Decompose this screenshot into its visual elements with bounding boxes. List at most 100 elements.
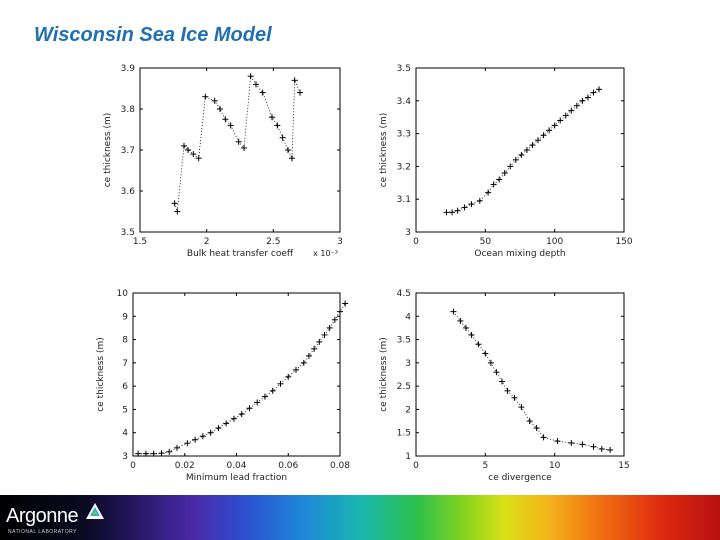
- data-point-plus: [202, 93, 209, 100]
- data-point-plus: [482, 350, 489, 357]
- slide-title: Wisconsin Sea Ice Model: [34, 24, 272, 46]
- plot-frame: [132, 292, 341, 457]
- data-point-plus: [557, 117, 564, 124]
- series-connector-line: [453, 311, 611, 451]
- data-point-plus: [468, 201, 475, 208]
- data-point-plus: [238, 411, 245, 418]
- data-point-plus: [277, 380, 284, 387]
- data-point-plus: [173, 444, 180, 451]
- data-point-plus: [485, 189, 492, 196]
- data-point-plus: [461, 204, 468, 211]
- data-point-plus: [493, 369, 500, 376]
- data-point-plus: [337, 308, 343, 315]
- data-point-plus: [579, 441, 586, 448]
- data-point-plus: [468, 331, 475, 338]
- data-point-plus: [321, 331, 328, 338]
- x-axis-label: Bulk heat transfer coeff: [187, 249, 294, 259]
- x-tick-label: 50: [480, 237, 492, 247]
- series-connector-line: [174, 75, 301, 212]
- y-tick-label: 1.5: [397, 429, 411, 439]
- data-point-plus: [518, 404, 525, 411]
- data-point-plus: [199, 433, 206, 440]
- y-axis-label: ce thickness (m): [103, 113, 113, 188]
- data-point-plus: [259, 89, 266, 96]
- data-point-plus: [269, 114, 275, 121]
- data-point-plus: [596, 86, 603, 93]
- data-point-plus: [311, 345, 318, 352]
- data-point-plus: [211, 97, 218, 104]
- figure-grid: 1.5 2 2.5 3 3.5 3.6 3.7 3.8 3.9 Bulk heat transfe…: [96, 64, 633, 483]
- data-point-plus: [568, 439, 575, 446]
- data-point-plus: [331, 316, 338, 323]
- data-point-plus: [523, 147, 530, 153]
- x-axis-label: Ocean mixing depth: [474, 249, 565, 259]
- data-point-plus: [579, 97, 586, 104]
- x-tick-label: 100: [546, 237, 563, 247]
- x-axis-label: ce divergence: [488, 473, 552, 483]
- y-axis-label: ce thickness (m): [379, 337, 389, 412]
- plot-ice-divergence: 0 5 10 15 1 1.5 2 2.5 3 3.5 4 4.5 ce divergence ce th…: [379, 289, 630, 483]
- plot-frame: [415, 67, 625, 233]
- y-tick-label: 1: [405, 452, 411, 462]
- data-point-plus: [297, 89, 303, 96]
- data-point-plus: [457, 317, 464, 324]
- data-point-plus: [518, 151, 525, 158]
- y-tick-label: 3: [405, 359, 411, 369]
- x-tick-label: 150: [615, 237, 632, 247]
- y-tick-label: 3.5: [121, 228, 135, 238]
- data-point-plus: [326, 324, 333, 331]
- x-tick-label: 0.08: [330, 461, 350, 471]
- data-point-plus: [305, 352, 312, 359]
- data-point-plus: [293, 366, 300, 373]
- y-tick-label: 3.5: [397, 64, 411, 74]
- data-point-plus: [533, 425, 540, 432]
- data-point-plus: [342, 300, 349, 307]
- x-tick-label: 3: [337, 237, 343, 247]
- data-point-plus: [195, 155, 202, 162]
- data-point-plus: [590, 443, 597, 450]
- series-connector-line: [446, 88, 600, 213]
- data-point-plus: [501, 169, 508, 176]
- data-point-plus: [487, 359, 494, 366]
- data-point-plus: [222, 116, 229, 123]
- data-point-plus: [526, 418, 533, 425]
- argonne-logo: Argonne NATIONAL LABORATORY: [6, 503, 136, 537]
- y-tick-label: 4: [122, 429, 128, 439]
- data-point-plus: [443, 209, 450, 216]
- y-tick-label: 9: [122, 312, 128, 322]
- data-point-plus: [490, 181, 497, 188]
- data-point-plus: [254, 399, 261, 406]
- data-point-plus: [546, 127, 553, 134]
- data-point-plus: [230, 415, 237, 422]
- data-point-plus: [217, 106, 223, 112]
- y-tick-label: 3.5: [397, 336, 411, 346]
- x-tick-label: 0.06: [278, 461, 298, 471]
- data-point-plus: [135, 450, 142, 457]
- data-point-plus: [449, 209, 456, 216]
- x-tick-label: 0: [413, 461, 419, 471]
- plot-frame: [139, 67, 341, 233]
- data-point-plus: [215, 425, 222, 432]
- data-point-plus: [450, 308, 457, 315]
- data-point-plus: [166, 448, 173, 455]
- data-point-plus: [247, 73, 254, 80]
- y-tick-label: 3.6: [121, 187, 136, 197]
- data-point-plus: [190, 151, 197, 158]
- data-point-plus: [227, 122, 234, 129]
- x-tick-label: 0: [413, 237, 419, 247]
- data-point-plus: [316, 338, 323, 345]
- data-point-plus: [598, 446, 605, 453]
- data-point-plus: [476, 197, 483, 204]
- data-point-plus: [535, 137, 542, 144]
- plot-frame: [415, 292, 625, 457]
- y-tick-label: 3: [405, 228, 411, 238]
- data-point-plus: [150, 450, 157, 457]
- data-point-plus: [475, 341, 482, 348]
- data-point-plus: [590, 89, 597, 96]
- data-point-plus: [207, 429, 214, 436]
- x-tick-label: 0: [130, 461, 136, 471]
- data-point-plus: [261, 393, 268, 400]
- y-tick-label: 3.3: [397, 130, 411, 140]
- x-tick-label: 10: [549, 461, 561, 471]
- y-tick-label: 6: [122, 382, 128, 392]
